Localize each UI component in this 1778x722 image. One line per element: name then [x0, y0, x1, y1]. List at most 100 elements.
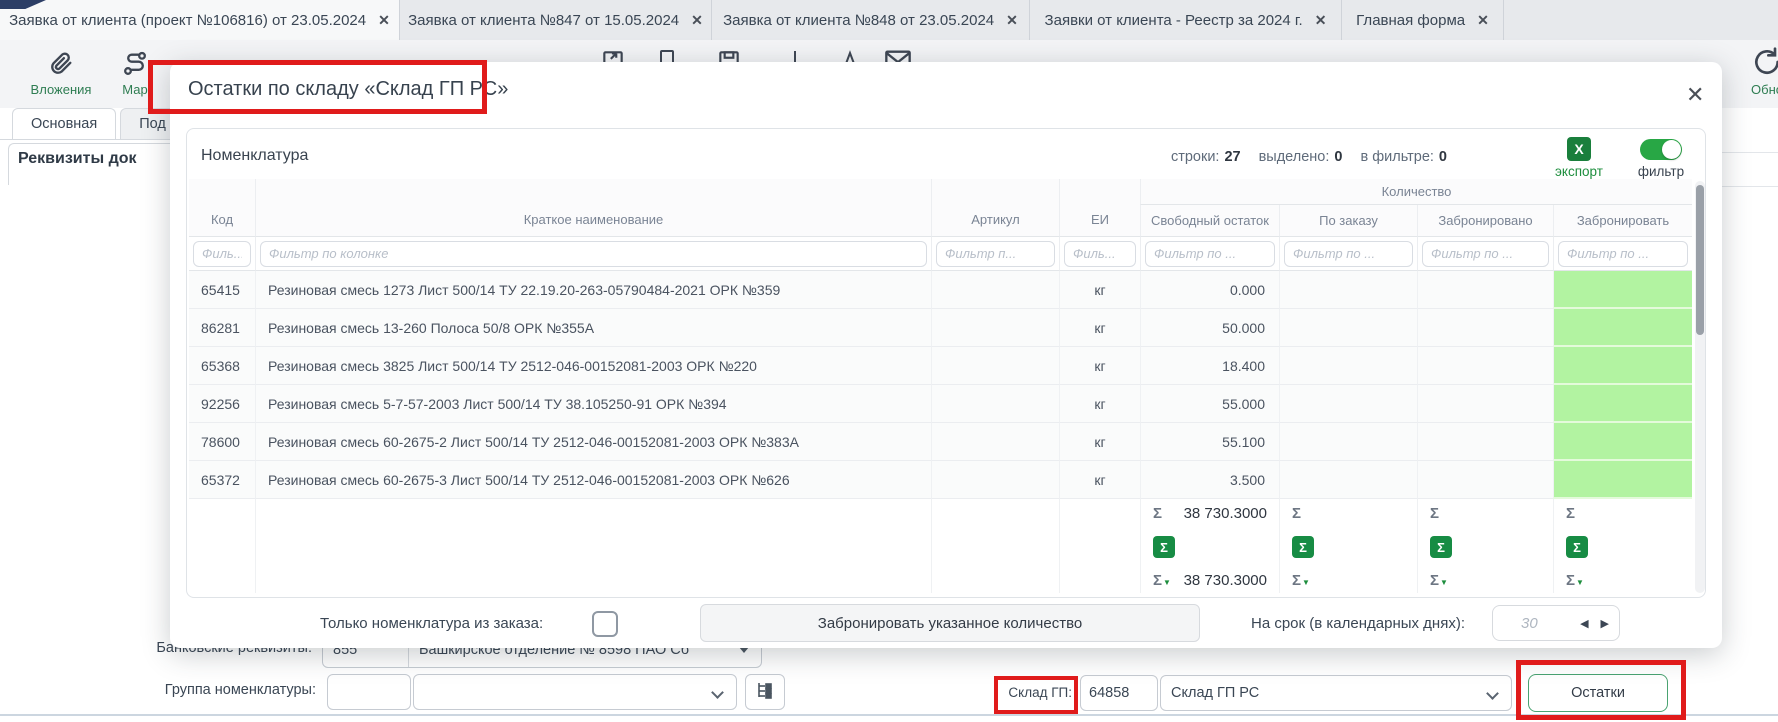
- cell-reserved[interactable]: [1417, 271, 1553, 309]
- attachments-button[interactable]: Вложения: [16, 50, 106, 97]
- sum-selected-button[interactable]: Σ: [1292, 536, 1314, 558]
- cell-on-order[interactable]: [1279, 271, 1417, 309]
- form-tabs: Основная Под: [12, 108, 185, 139]
- nomenclature-group-code-field[interactable]: [327, 674, 411, 710]
- column-header-reserve[interactable]: Забронировать: [1553, 205, 1692, 237]
- refresh-button[interactable]: Обно: [1732, 46, 1778, 97]
- cell-free[interactable]: 50.000: [1140, 309, 1279, 347]
- column-header-reserved[interactable]: Забронировано: [1417, 205, 1553, 237]
- cell-free[interactable]: 3.500: [1140, 461, 1279, 499]
- warehouse-select[interactable]: Склад ГП РС: [1160, 675, 1512, 711]
- tab-main-section[interactable]: Основная: [12, 108, 117, 139]
- stock-balances-button[interactable]: Остатки: [1528, 674, 1668, 712]
- warehouse-code-field[interactable]: 64858: [1080, 675, 1158, 711]
- cell-unit[interactable]: кг: [1059, 385, 1140, 423]
- sum-selected-button[interactable]: Σ: [1153, 536, 1175, 558]
- close-icon[interactable]: ✕: [1686, 82, 1705, 107]
- filter-input-reserved[interactable]: [1422, 240, 1549, 267]
- cell-reserved[interactable]: [1417, 423, 1553, 461]
- term-days-stepper[interactable]: 30 ◀ ▶: [1492, 605, 1620, 641]
- scrollbar-thumb[interactable]: [1696, 185, 1704, 335]
- table-scrollbar[interactable]: [1695, 181, 1705, 593]
- tab-order-848[interactable]: Заявка от клиента №848 от 23.05.2024 ✕: [712, 0, 1030, 40]
- cell-on-order[interactable]: [1279, 461, 1417, 499]
- group-tree-button[interactable]: [745, 674, 785, 710]
- column-header-on-order[interactable]: По заказу: [1279, 205, 1417, 237]
- filter-input-unit[interactable]: [1064, 240, 1136, 267]
- filter-input-reserve[interactable]: [1558, 240, 1688, 267]
- cell-on-order[interactable]: [1279, 309, 1417, 347]
- cell-name[interactable]: Резиновая смесь 5-7-57-2003 Лист 500/14 …: [255, 385, 931, 423]
- cell-reserve-input[interactable]: [1553, 423, 1692, 461]
- cell-code[interactable]: 78600: [189, 423, 255, 461]
- cell-reserve-input[interactable]: [1553, 385, 1692, 423]
- cell-name[interactable]: Резиновая смесь 60-2675-3 Лист 500/14 ТУ…: [255, 461, 931, 499]
- cell-reserve-input[interactable]: [1553, 461, 1692, 499]
- filter-input-on-order[interactable]: [1284, 240, 1413, 267]
- filter-input-article[interactable]: [936, 240, 1055, 267]
- cell-article[interactable]: [931, 347, 1059, 385]
- cell-code[interactable]: 86281: [189, 309, 255, 347]
- cell-reserve-input[interactable]: [1553, 347, 1692, 385]
- route-button[interactable]: Мар: [100, 50, 170, 97]
- cell-article[interactable]: [931, 385, 1059, 423]
- cell-reserved[interactable]: [1417, 347, 1553, 385]
- close-icon[interactable]: ✕: [1477, 11, 1489, 28]
- column-header-unit[interactable]: ЕИ: [1059, 179, 1140, 237]
- close-icon[interactable]: ✕: [1006, 11, 1018, 28]
- cell-reserved[interactable]: [1417, 461, 1553, 499]
- cell-unit[interactable]: кг: [1059, 461, 1140, 499]
- filter-input-code[interactable]: [193, 240, 251, 267]
- nomenclature-group-select[interactable]: [413, 674, 737, 710]
- export-excel-button[interactable]: X экспорт: [1549, 137, 1609, 179]
- cell-unit[interactable]: кг: [1059, 309, 1140, 347]
- cell-name[interactable]: Резиновая смесь 13-260 Полоса 50/8 ОРК №…: [255, 309, 931, 347]
- cell-article[interactable]: [931, 309, 1059, 347]
- cell-code[interactable]: 65415: [189, 271, 255, 309]
- close-icon[interactable]: ✕: [691, 11, 703, 28]
- column-header-code[interactable]: Код: [189, 179, 255, 237]
- cell-free[interactable]: 55.100: [1140, 423, 1279, 461]
- toggle-on-icon[interactable]: [1640, 139, 1682, 160]
- filter-toggle[interactable]: фильтр: [1631, 139, 1691, 179]
- sum-selected-button[interactable]: Σ: [1566, 536, 1588, 558]
- cell-free[interactable]: 0.000: [1140, 271, 1279, 309]
- sum-selected-button[interactable]: Σ: [1430, 536, 1452, 558]
- decrement-icon[interactable]: ◀: [1580, 617, 1589, 630]
- cell-unit[interactable]: кг: [1059, 347, 1140, 385]
- cell-code[interactable]: 65372: [189, 461, 255, 499]
- cell-article[interactable]: [931, 271, 1059, 309]
- cell-free[interactable]: 18.400: [1140, 347, 1279, 385]
- cell-unit[interactable]: кг: [1059, 271, 1140, 309]
- cell-article[interactable]: [931, 461, 1059, 499]
- cell-free[interactable]: 55.000: [1140, 385, 1279, 423]
- cell-name[interactable]: Резиновая смесь 3825 Лист 500/14 ТУ 2512…: [255, 347, 931, 385]
- close-icon[interactable]: ✕: [1314, 11, 1327, 28]
- tab-order-project-106816[interactable]: Заявка от клиента (проект №106816) от 23…: [0, 0, 400, 40]
- cell-reserve-input[interactable]: [1553, 309, 1692, 347]
- tab-order-847[interactable]: Заявка от клиента №847 от 15.05.2024 ✕: [400, 0, 712, 40]
- cell-on-order[interactable]: [1279, 423, 1417, 461]
- cell-name[interactable]: Резиновая смесь 60-2675-2 Лист 500/14 ТУ…: [255, 423, 931, 461]
- tab-main-form[interactable]: Главная форма ✕: [1342, 0, 1504, 40]
- close-icon[interactable]: ✕: [378, 11, 390, 28]
- cell-article[interactable]: [931, 423, 1059, 461]
- only-order-checkbox[interactable]: [592, 611, 618, 637]
- cell-unit[interactable]: кг: [1059, 423, 1140, 461]
- cell-reserved[interactable]: [1417, 385, 1553, 423]
- filter-input-name[interactable]: [260, 240, 927, 267]
- cell-code[interactable]: 92256: [189, 385, 255, 423]
- column-header-free[interactable]: Свободный остаток: [1140, 205, 1279, 237]
- column-header-name[interactable]: Краткое наименование: [255, 179, 931, 237]
- cell-on-order[interactable]: [1279, 347, 1417, 385]
- column-header-article[interactable]: Артикул: [931, 179, 1059, 237]
- cell-name[interactable]: Резиновая смесь 1273 Лист 500/14 ТУ 22.1…: [255, 271, 931, 309]
- filter-input-free[interactable]: [1145, 240, 1275, 267]
- reserve-quantity-button[interactable]: Забронировать указанное количество: [700, 604, 1200, 642]
- cell-reserve-input[interactable]: [1553, 271, 1692, 309]
- cell-reserved[interactable]: [1417, 309, 1553, 347]
- cell-code[interactable]: 65368: [189, 347, 255, 385]
- increment-icon[interactable]: ▶: [1600, 617, 1609, 630]
- tab-orders-registry-2024[interactable]: Заявки от клиента - Реестр за 2024 г. ✕: [1030, 0, 1342, 40]
- cell-on-order[interactable]: [1279, 385, 1417, 423]
